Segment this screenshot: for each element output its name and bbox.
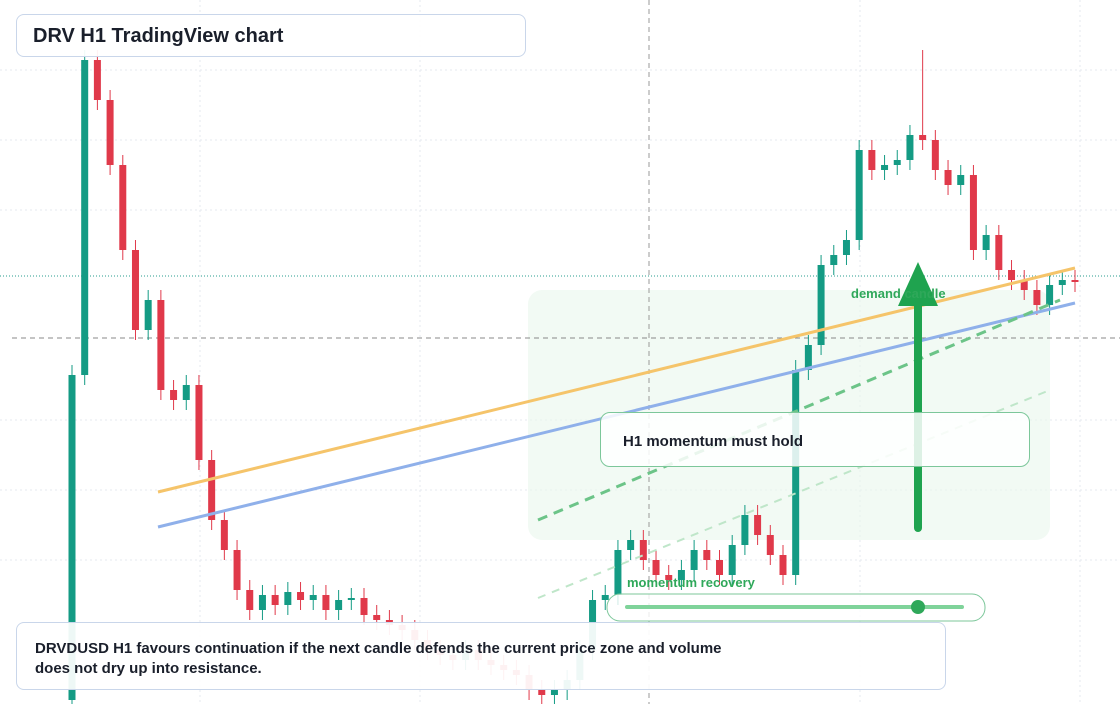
candle-body [944, 170, 952, 185]
candle-body [779, 555, 787, 575]
candle-body [246, 590, 254, 610]
candle-body [804, 345, 812, 370]
candle-body [271, 595, 279, 605]
candle-body [627, 540, 635, 550]
candle-body [550, 690, 558, 695]
candle-body [690, 550, 698, 570]
candle-body [182, 385, 190, 400]
candle-body [106, 100, 114, 165]
candle-body [893, 160, 901, 165]
candle-body [170, 390, 178, 400]
candle-body [538, 690, 546, 695]
candle-body [297, 592, 305, 600]
candle-body [703, 550, 711, 560]
candle-body [716, 560, 724, 575]
candle-body [855, 150, 863, 240]
candle-body [233, 550, 241, 590]
candle-body [741, 515, 749, 545]
candle-body [119, 165, 127, 250]
candle-body [335, 600, 343, 610]
candle-body [728, 545, 736, 575]
candle-body [614, 550, 622, 595]
candle-body [309, 595, 317, 600]
candle-body [1046, 285, 1054, 305]
candle-body [220, 520, 228, 550]
candle-body [919, 135, 927, 140]
candle-body [957, 175, 965, 185]
candle-body [1071, 280, 1079, 282]
candle-body [842, 240, 850, 255]
candle-body [639, 540, 647, 560]
candle-body [322, 595, 330, 610]
candle-body [258, 595, 266, 610]
candle-body [665, 575, 673, 580]
candle-body [144, 300, 152, 330]
candle-body [1058, 280, 1066, 285]
candle-body [792, 370, 800, 575]
candle-body [906, 135, 914, 160]
candle-body [208, 460, 216, 520]
candle-body [868, 150, 876, 170]
candle-body [284, 592, 292, 605]
callout: H1 momentum must hold [600, 412, 1030, 467]
candles [68, 50, 1079, 704]
candle-body [931, 140, 939, 170]
candle-body [1033, 290, 1041, 305]
zone-label: demand candle [851, 286, 946, 301]
candle-body [373, 615, 381, 620]
trend-dashed-faint [537, 389, 1051, 599]
candle-body [1008, 270, 1016, 280]
candle-body [93, 60, 101, 100]
candle-body [677, 570, 685, 580]
candle-body [81, 60, 89, 375]
candle-body [766, 535, 774, 555]
candle-body [969, 175, 977, 250]
slider-label: momentum recovery [627, 575, 755, 590]
candle-body [995, 235, 1003, 270]
candle-body [830, 255, 838, 265]
candle-body [652, 560, 660, 575]
trend-dashed [537, 298, 1061, 522]
candle-body [131, 250, 139, 330]
candle-body [817, 265, 825, 345]
candle-body [360, 598, 368, 615]
note-box: DRVDUSD H1 favours continuation if the n… [16, 622, 946, 690]
title: DRV H1 TradingView chart [16, 14, 526, 57]
candle-body [982, 235, 990, 250]
candle-body [1020, 280, 1028, 290]
candle-body [157, 300, 165, 390]
candle-body [195, 385, 203, 460]
candle-body [68, 375, 76, 700]
note-text: DRVDUSD H1 favours continuation if the n… [35, 640, 722, 677]
candle-body [347, 598, 355, 600]
candle-body [754, 515, 762, 535]
arrow-head [898, 262, 938, 306]
slider-knob[interactable] [911, 600, 925, 614]
candle-body [881, 165, 889, 170]
candle-body [601, 595, 609, 600]
